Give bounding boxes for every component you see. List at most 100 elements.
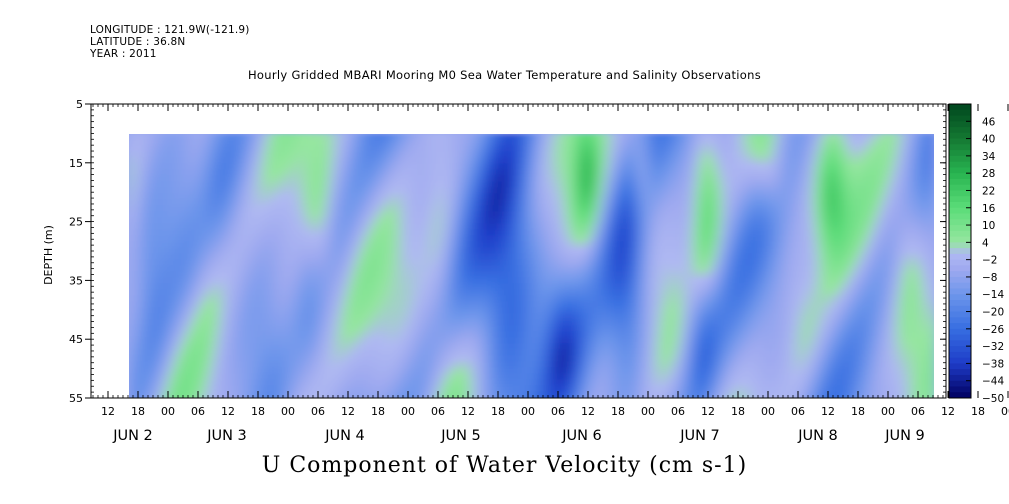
x-hour-tick-label: 18 (131, 405, 145, 418)
colorbar-swatch (949, 259, 971, 266)
colorbar-swatch (949, 242, 971, 249)
colorbar-label: −38 (982, 358, 1004, 370)
longitude-label: LONGITUDE : 121.9W(-121.9) (90, 24, 250, 36)
colorbar-swatch (949, 115, 971, 122)
x-hour-tick-label: 12 (221, 405, 235, 418)
colorbar-swatch (949, 282, 971, 289)
colorbar-swatch (949, 150, 971, 157)
x-hour-tick-label: 12 (101, 405, 115, 418)
x-hour-tick-label: 12 (461, 405, 475, 418)
colorbar-swatch (949, 374, 971, 382)
axes: 5 15 25 35 45 55 12 18 00 06 12 18 00 06 12 18 00 06 12 18 0… (69, 98, 1009, 444)
y-tick-label: 15 (69, 157, 83, 170)
colorbar-swatch (949, 294, 971, 301)
colorbar-swatch (949, 311, 971, 318)
x-hour-tick-label: 18 (731, 405, 745, 418)
colorbar-label: −14 (982, 289, 1004, 301)
x-hour-tick-label: 00 (1001, 405, 1009, 418)
colorbar-label: −2 (982, 255, 997, 267)
colorbar-swatch (949, 213, 971, 220)
colorbar-swatch (949, 328, 971, 336)
colorbar-swatch (949, 340, 971, 347)
x-hour-tick-label: 00 (401, 405, 415, 418)
colorbar-swatch (949, 109, 971, 117)
colorbar-swatch (949, 219, 971, 226)
colorbar-swatch (949, 190, 971, 197)
x-hour-tick-label: 00 (641, 405, 655, 418)
x-hour-tick-label: 18 (251, 405, 265, 418)
x-hour-tick-label: 06 (911, 405, 925, 418)
colorbar-label: −44 (982, 376, 1004, 388)
x-hour-tick-label: 06 (431, 405, 445, 418)
colorbar-swatch (949, 392, 971, 399)
colorbar-swatch (949, 317, 971, 324)
x-hour-tick-label: 12 (701, 405, 715, 418)
x-day-label: JUN 3 (206, 428, 247, 444)
colorbar-swatch (949, 300, 971, 307)
colorbar-label: −32 (982, 341, 1004, 353)
y-tick-label: 45 (69, 333, 83, 346)
y-tick-label: 55 (69, 392, 83, 405)
colorbar-swatch (949, 271, 971, 278)
x-hour-tick-label: 06 (791, 405, 805, 418)
colorbar-label: 10 (982, 220, 995, 232)
colorbar-swatch (949, 225, 971, 232)
colorbar-swatch (949, 173, 971, 180)
colorbar-label: 28 (982, 168, 995, 180)
colorbar-swatch (949, 276, 971, 284)
x-hour-tick-label: 18 (971, 405, 985, 418)
colorbar-swatch (949, 305, 971, 313)
colorbar-label: 4 (982, 237, 989, 249)
variable-title: U Component of Water Velocity (cm s-1) (261, 453, 748, 478)
year-label: YEAR : 2011 (90, 48, 157, 60)
colorbar-label: 46 (982, 116, 996, 128)
colorbar-swatch (949, 253, 971, 261)
y-tick-label: 35 (69, 274, 83, 287)
colorbar-swatch (949, 207, 971, 215)
y-tick-label: 5 (76, 98, 83, 111)
colorbar-swatch (949, 132, 971, 140)
colorbar-swatch (949, 202, 971, 209)
colorbar-swatch (949, 357, 971, 364)
x-day-label: JUN 8 (797, 428, 838, 444)
colorbar-label: 16 (982, 203, 996, 215)
colorbar-label: −20 (982, 307, 1004, 319)
colorbar-swatch (949, 369, 971, 376)
x-hour-tick-label: 12 (941, 405, 955, 418)
colorbar-label: 34 (982, 151, 996, 163)
colorbar-label: 40 (982, 134, 995, 146)
x-day-label: JUN 2 (112, 428, 153, 444)
colorbar-swatch (949, 121, 971, 128)
x-hour-tick-label: 06 (191, 405, 205, 418)
colorbar-swatch (949, 178, 971, 186)
x-day-label: JUN 5 (440, 428, 481, 444)
colorbar-swatch (949, 288, 971, 295)
x-hour-tick-label: 00 (281, 405, 295, 418)
x-hour-tick-label: 00 (761, 405, 775, 418)
x-hour-tick-label: 00 (881, 405, 895, 418)
colorbar-swatch (949, 127, 971, 134)
colorbar-swatch (949, 248, 971, 255)
x-day-label: JUN 4 (324, 428, 365, 444)
colorbar-swatch (949, 167, 971, 174)
x-hour-tick-label: 12 (821, 405, 835, 418)
y-axis-label: DEPTH (m) (42, 225, 55, 285)
x-hour-tick-label: 06 (671, 405, 685, 418)
colorbar-label: −8 (982, 272, 997, 284)
colorbar-swatch (949, 196, 971, 203)
x-hour-tick-label: 00 (521, 405, 535, 418)
colorbar-label: −26 (982, 324, 1004, 336)
colorbar-swatch (949, 363, 971, 370)
x-hour-tick-label: 18 (491, 405, 505, 418)
x-hour-tick-label: 06 (551, 405, 565, 418)
colorbar-swatch (949, 346, 971, 353)
latitude-label: LATITUDE : 36.8N (90, 36, 186, 48)
x-hour-tick-label: 18 (371, 405, 385, 418)
x-hour-tick-label: 00 (161, 405, 175, 418)
colorbar-label: 22 (982, 185, 995, 197)
colorbar-swatch (949, 236, 971, 243)
heatmap-field (129, 134, 934, 398)
chart-title: Hourly Gridded MBARI Mooring M0 Sea Wate… (247, 68, 762, 82)
x-hour-tick-label: 18 (851, 405, 865, 418)
